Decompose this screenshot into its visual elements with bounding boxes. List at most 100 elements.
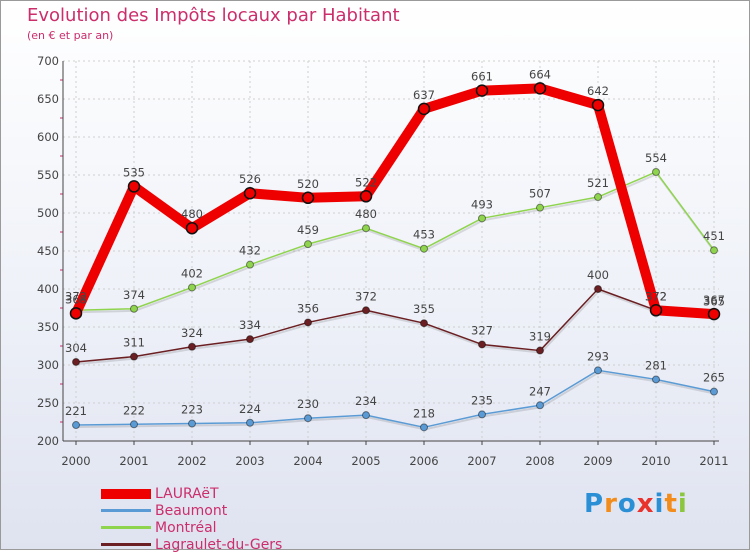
data-label-laura-t: 664 [529, 67, 551, 81]
data-label-beaumont: 247 [529, 384, 551, 398]
series-group [69, 82, 721, 432]
data-label-lagraulet-du-gers: 334 [239, 318, 261, 332]
series-line-beaumont [75, 369, 715, 429]
x-tick-label: 2005 [351, 454, 380, 468]
data-label-beaumont: 235 [471, 393, 493, 407]
data-label-beaumont: 224 [239, 402, 261, 416]
data-point-beaumont [420, 423, 428, 432]
legend-swatch [101, 488, 151, 499]
y-tick-label: 650 [37, 92, 59, 106]
data-point-beaumont [710, 387, 718, 396]
y-tick-label: 350 [37, 320, 59, 334]
data-point-montr-al [246, 260, 254, 269]
data-point-beaumont [130, 420, 138, 429]
legend-item-montreal[interactable]: Montréal [101, 519, 282, 536]
data-label-lagraulet-du-gers: 319 [529, 330, 551, 344]
legend-label: Montréal [155, 519, 217, 536]
logo-letter: x [636, 489, 655, 519]
data-label-beaumont: 230 [297, 397, 319, 411]
data-label-laura-t: 520 [297, 177, 319, 191]
logo-letter: r [604, 489, 618, 519]
data-point-montr-al [130, 304, 138, 313]
logo-letter: t [664, 489, 678, 519]
data-label-beaumont: 221 [65, 404, 87, 418]
data-point-lagraulet-du-gers [478, 340, 486, 349]
x-tick-label: 2003 [235, 454, 264, 468]
data-point-laura-t [185, 221, 199, 235]
x-tick-label: 2006 [409, 454, 438, 468]
data-label-laura-t: 367 [703, 293, 725, 307]
y-tick-label: 200 [37, 434, 59, 448]
legend-swatch [101, 543, 151, 546]
logo-letter: o [617, 489, 637, 519]
data-label-lagraulet-du-gers: 327 [471, 323, 493, 337]
y-tick-label: 300 [37, 358, 59, 372]
data-label-montr-al: 480 [355, 207, 377, 221]
data-label-beaumont: 293 [587, 349, 609, 363]
data-point-montr-al [362, 224, 370, 233]
data-label-lagraulet-du-gers: 324 [181, 326, 203, 340]
data-label-laura-t: 642 [587, 84, 609, 98]
y-tick-label: 700 [37, 54, 59, 68]
data-label-beaumont: 265 [703, 371, 725, 385]
y-tick-label: 600 [37, 130, 59, 144]
x-tick-label: 2009 [583, 454, 612, 468]
data-point-laura-t [69, 307, 83, 320]
data-label-lagraulet-du-gers: 356 [297, 301, 319, 315]
data-point-montr-al [420, 244, 428, 253]
data-label-montr-al: 521 [587, 176, 609, 190]
data-point-montr-al [652, 167, 660, 176]
legend-label: LAURAëT [155, 485, 219, 502]
data-point-lagraulet-du-gers [594, 285, 602, 293]
y-tick-label: 500 [37, 206, 59, 220]
data-label-beaumont: 281 [645, 358, 667, 372]
y-tick-label: 250 [37, 396, 59, 410]
data-label-lagraulet-du-gers: 355 [413, 302, 435, 316]
data-label-beaumont: 234 [355, 394, 377, 408]
y-tick-label: 400 [37, 282, 59, 296]
data-label-montr-al: 554 [645, 151, 667, 165]
grid [63, 60, 719, 442]
data-point-laura-t [475, 84, 489, 97]
legend-label: Beaumont [155, 502, 228, 519]
data-label-lagraulet-du-gers: 311 [123, 336, 145, 350]
data-label-laura-t: 522 [355, 175, 377, 189]
legend-item-lauraet[interactable]: LAURAëT [101, 485, 282, 502]
data-point-montr-al [304, 240, 312, 249]
x-tick-label: 2004 [293, 454, 322, 468]
data-point-beaumont [246, 418, 254, 427]
data-point-laura-t [533, 82, 547, 95]
legend-swatch [101, 509, 151, 512]
data-point-montr-al [594, 193, 602, 202]
data-point-beaumont [652, 375, 660, 384]
x-tick-label: 2008 [525, 454, 554, 468]
data-point-laura-t [591, 98, 605, 112]
data-label-laura-t: 661 [471, 70, 493, 84]
data-label-montr-al: 459 [297, 223, 319, 237]
data-point-lagraulet-du-gers [536, 346, 544, 355]
y-tick-label: 550 [37, 168, 59, 182]
data-point-laura-t [649, 304, 663, 317]
data-label-laura-t: 372 [645, 289, 667, 303]
data-point-lagraulet-du-gers [188, 342, 196, 351]
y-tick-label: 450 [37, 244, 59, 258]
data-point-laura-t [243, 186, 257, 200]
legend-item-lagraulet[interactable]: Lagraulet-du-Gers [101, 536, 282, 553]
series-line-lagraulet-du-gers [75, 288, 715, 363]
data-point-laura-t [301, 191, 315, 205]
data-point-lagraulet-du-gers [304, 318, 312, 327]
data-label-beaumont: 222 [123, 403, 145, 417]
data-label-lagraulet-du-gers: 372 [645, 289, 667, 303]
x-tick-label: 2002 [177, 454, 206, 468]
data-label-montr-al: 493 [471, 197, 493, 211]
data-label-lagraulet-du-gers: 304 [65, 341, 87, 355]
series-shadow [76, 172, 716, 314]
axes: 200 250 300 350 400 450 500 550 600 650 700 2000 200… [37, 54, 729, 468]
series-shadow [76, 371, 716, 431]
data-point-beaumont [536, 401, 544, 410]
legend-item-beaumont[interactable]: Beaumont [101, 502, 282, 519]
logo-letter: i [654, 489, 665, 519]
data-point-beaumont [362, 411, 370, 420]
data-point-laura-t [127, 180, 141, 193]
